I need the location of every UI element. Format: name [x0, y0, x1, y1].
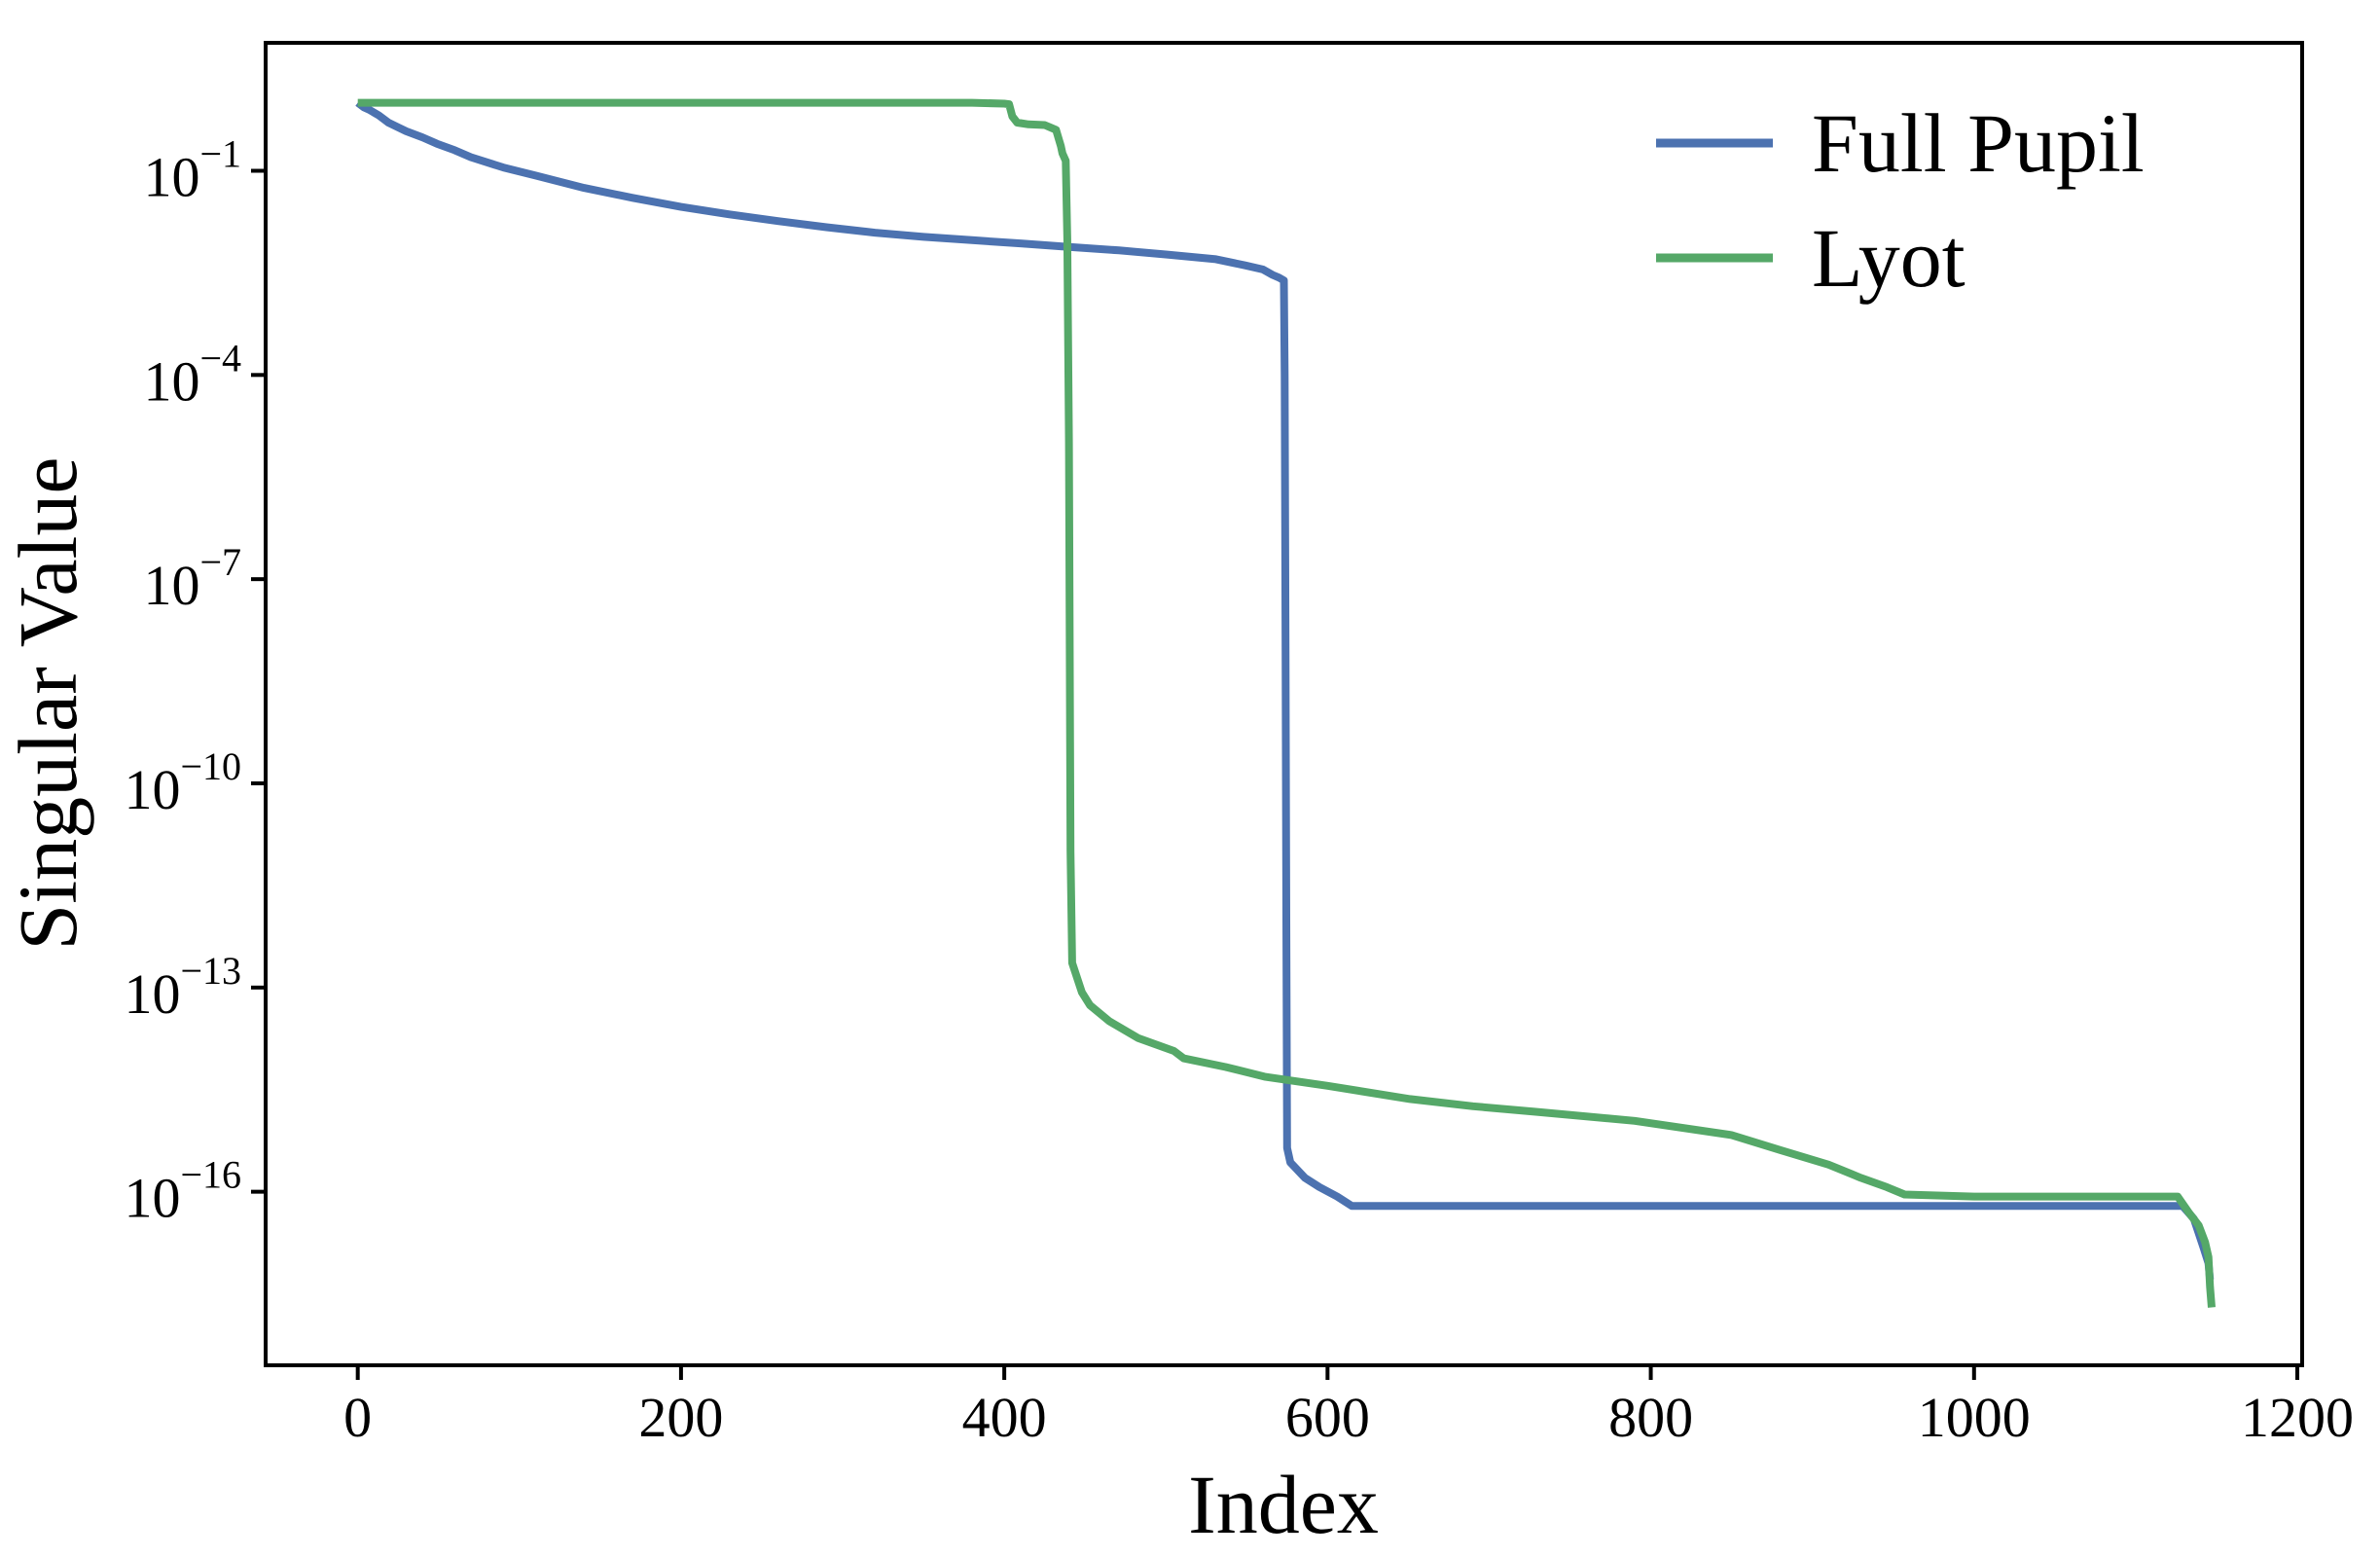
y-axis-label: Singular Value [1, 456, 94, 950]
y-tick-label: 10−1 [143, 131, 241, 208]
y-tick-label: 10−7 [143, 540, 241, 617]
plot-border [264, 41, 2304, 1367]
legend-label-lyot: Lyot [1812, 211, 1965, 305]
x-tick-label: 200 [638, 1386, 723, 1449]
plot-series-group [355, 98, 2216, 1308]
series-line-lyot [357, 98, 2216, 1308]
y-tick-label: 10−13 [124, 949, 241, 1026]
x-tick-label: 400 [962, 1386, 1047, 1449]
y-tick-label: 10−4 [143, 336, 241, 413]
x-tick-label: 600 [1285, 1386, 1370, 1449]
x-tick-label: 0 [343, 1386, 372, 1449]
x-tick-label: 800 [1608, 1386, 1693, 1449]
legend: Full Pupil Lyot [1656, 96, 2145, 305]
y-axis-ticks: 10−1 10−4 10−7 10−10 10−13 10−16 [124, 131, 266, 1230]
x-axis-ticks: 0 200 400 600 800 1000 1200 [343, 1365, 2354, 1449]
y-tick-label: 10−10 [124, 744, 241, 821]
x-axis-label: Index [1188, 1458, 1379, 1551]
x-tick-label: 1200 [2241, 1386, 2354, 1449]
series-line-full-pupil [355, 99, 2215, 1281]
legend-label-full-pupil: Full Pupil [1812, 96, 2145, 190]
y-tick-label: 10−16 [124, 1153, 241, 1230]
x-tick-label: 1000 [1918, 1386, 2031, 1449]
